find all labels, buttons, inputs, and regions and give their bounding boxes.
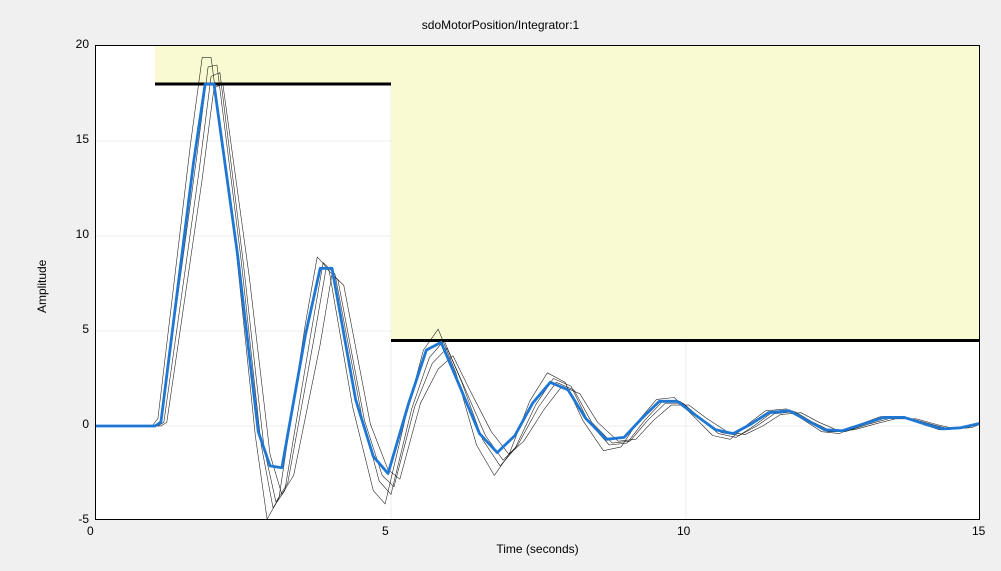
ytick-label: 20 [59, 37, 89, 51]
ytick-label: 5 [59, 322, 89, 336]
xtick-label: 5 [382, 524, 389, 538]
ytick-label: -5 [59, 512, 89, 526]
plot-svg [96, 46, 980, 520]
ytick-label: 0 [59, 417, 89, 431]
xtick-label: 0 [87, 524, 94, 538]
plot-area [95, 45, 980, 520]
plot-title: sdoMotorPosition/Integrator:1 [0, 18, 1001, 32]
x-axis-label: Time (seconds) [95, 542, 980, 556]
xtick-label: 15 [972, 524, 985, 538]
y-axis-label: Amplitude [35, 259, 49, 312]
xtick-label: 10 [677, 524, 690, 538]
ytick-label: 15 [59, 132, 89, 146]
figure-root: sdoMotorPosition/Integrator:1 Amplitude … [0, 0, 1001, 571]
ytick-label: 10 [59, 227, 89, 241]
